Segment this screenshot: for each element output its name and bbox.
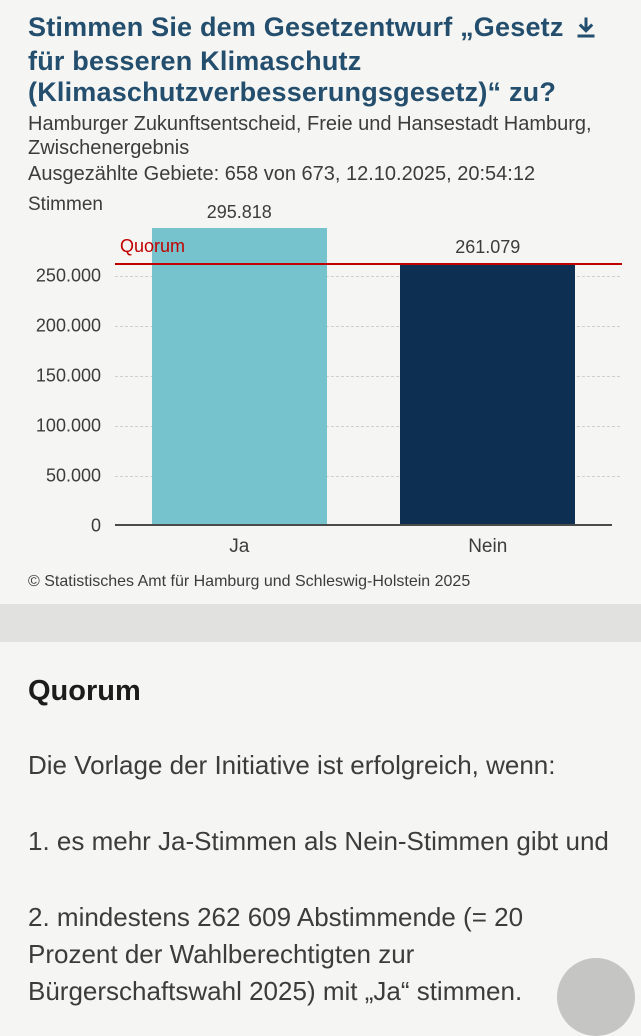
y-axis-tick-label: 0 bbox=[90, 515, 101, 536]
copyright-notice: © Statistisches Amt für Hamburg und Schl… bbox=[28, 573, 471, 590]
y-axis-tick-label: 200.000 bbox=[35, 315, 101, 336]
quorum-paragraph-condition-1: 1. es mehr Ja-Stimmen als Nein-Stimmen g… bbox=[28, 826, 609, 856]
gridline bbox=[115, 276, 620, 277]
bar-value-label: 261.079 bbox=[455, 236, 521, 257]
gridline bbox=[115, 476, 620, 477]
x-axis-category-label: Nein bbox=[468, 536, 508, 557]
quorum-line-label: Quorum bbox=[120, 236, 186, 257]
bar-nein bbox=[400, 262, 576, 524]
results-section: Stimmen Sie dem Gesetzentwurf „Gesetz fü… bbox=[28, 12, 622, 590]
download-icon[interactable] bbox=[574, 15, 598, 46]
floating-circle-button[interactable] bbox=[557, 958, 635, 1036]
counted-districts-status: Ausgezählte Gebiete: 658 von 673, 12.10.… bbox=[28, 163, 536, 185]
y-axis-tick-label: 250.000 bbox=[35, 265, 101, 286]
bar-ja bbox=[151, 228, 327, 524]
quorum-paragraph-condition-2: 2. mindestens 262 609 Abstimmende (= 20 … bbox=[28, 902, 524, 1006]
page-title: Stimmen Sie dem Gesetzentwurf „Gesetz fü… bbox=[28, 12, 613, 108]
page-title-line2: für besseren Klimaschutz (Klimaschutzver… bbox=[28, 46, 557, 107]
y-axis-tick-label: 50.000 bbox=[45, 465, 101, 486]
quorum-heading: Quorum bbox=[28, 675, 141, 707]
bar-value-label: 295.818 bbox=[206, 202, 272, 223]
quorum-line bbox=[115, 263, 622, 266]
gridline bbox=[115, 326, 620, 327]
y-axis-tick-label: 150.000 bbox=[35, 365, 101, 386]
x-axis-category-label: Ja bbox=[229, 536, 250, 557]
y-axis-tick-label: 100.000 bbox=[35, 415, 101, 436]
bar-chart: 0 50.000 100.000 150.000 200.000 250.000 295.8… bbox=[36, 202, 622, 557]
section-divider bbox=[0, 604, 641, 642]
page-title-line1: Stimmen Sie dem Gesetzentwurf „Gesetz bbox=[28, 12, 564, 42]
gridline bbox=[115, 376, 620, 377]
y-axis-unit-label: Stimmen bbox=[28, 194, 103, 215]
quorum-paragraph-intro: Die Vorlage der Initiative ist erfolgrei… bbox=[28, 750, 556, 780]
subtitle: Hamburger Zukunftsentscheid, Freie und H… bbox=[28, 113, 592, 159]
quorum-info-section: Quorum Die Vorlage der Initiative ist er… bbox=[0, 642, 641, 1010]
gridline bbox=[115, 426, 620, 427]
